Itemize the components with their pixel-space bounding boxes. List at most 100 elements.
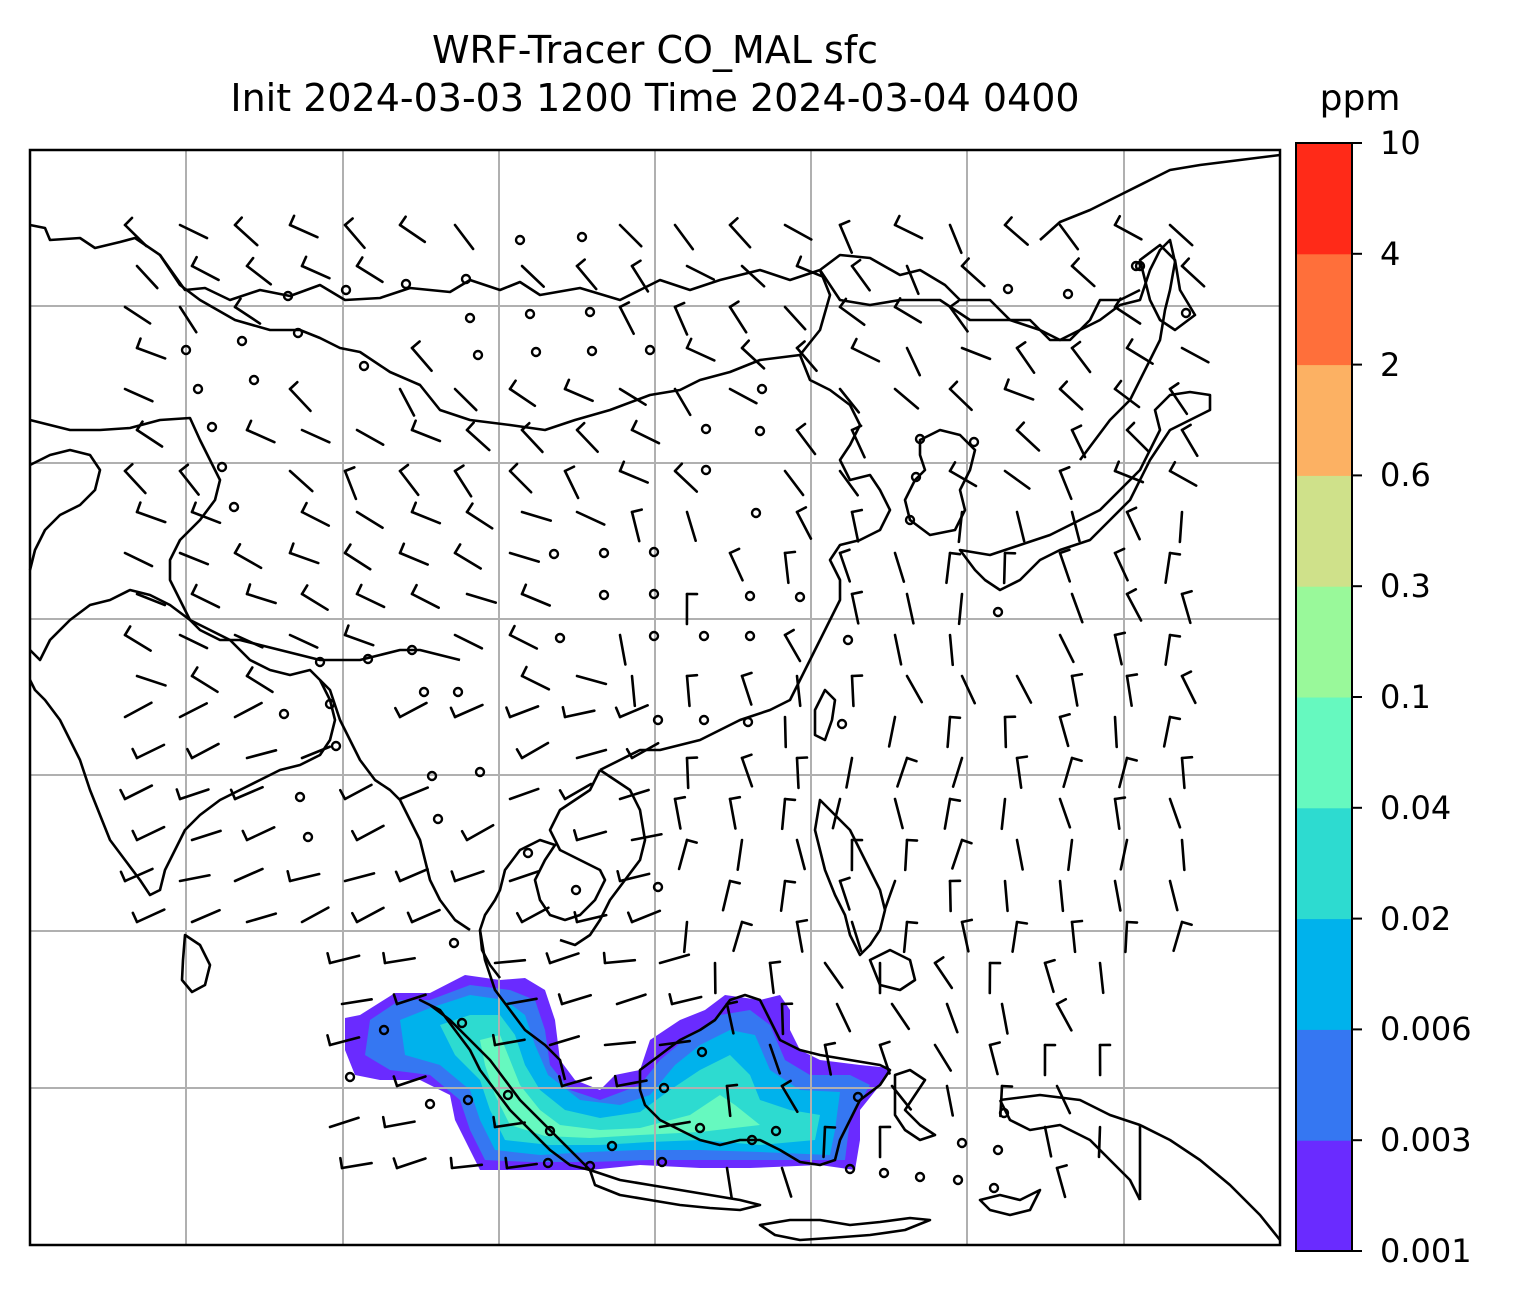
calm-wind-marker <box>742 716 754 728</box>
wind-barb-feather <box>728 300 740 309</box>
wind-barb-feather <box>135 420 144 432</box>
wind-barb-shaft <box>838 305 866 327</box>
colorbar <box>1295 142 1362 1252</box>
wind-barb-shaft <box>288 469 314 493</box>
wind-barb-shaft <box>453 469 473 498</box>
wind-barb-shaft <box>233 701 263 719</box>
wind-barb-shaft <box>795 346 818 373</box>
wind-barb-shaft <box>245 749 278 760</box>
wind-barb-feather <box>123 625 132 637</box>
wind-barb-shaft <box>946 715 952 749</box>
wind-barb-shaft <box>780 1084 799 1114</box>
wind-barb-shaft <box>838 551 852 583</box>
calm-wind-marker <box>530 346 542 358</box>
calm-wind-marker <box>424 1098 436 1110</box>
wind-barb-feather <box>618 301 631 309</box>
wind-barb-shaft <box>288 872 321 883</box>
wind-barb-shaft <box>845 756 854 789</box>
wind-barb-shaft <box>905 264 920 296</box>
wind-barb-feather <box>1180 755 1194 760</box>
wind-barb-feather <box>288 542 295 555</box>
coast-new-guinea <box>999 1093 1282 1241</box>
wind-barb-shaft <box>951 756 964 788</box>
wind-barb-shaft <box>768 961 775 995</box>
wind-barb-feather <box>326 1034 332 1047</box>
wind-barb-feather <box>190 583 198 596</box>
wind-barb-shaft <box>948 469 978 488</box>
wind-barb-shaft <box>1168 469 1198 487</box>
wind-barb-shaft <box>1125 592 1143 622</box>
wind-barb-shaft <box>563 709 596 719</box>
wind-barb-shaft <box>1113 715 1118 749</box>
wind-barb-feather <box>783 797 797 802</box>
wind-barb-shaft <box>410 428 442 443</box>
calm-wind-marker <box>904 514 916 526</box>
wind-barb-feather <box>392 1157 399 1170</box>
wind-barb-shaft <box>328 1036 361 1047</box>
calm-wind-marker <box>378 1024 390 1036</box>
wind-barb-shaft <box>960 920 970 953</box>
wind-barb-feather <box>905 756 918 763</box>
wind-barb-shaft <box>1015 510 1026 543</box>
wind-barb-feather <box>300 255 308 268</box>
wind-barb-shaft <box>395 1157 427 1170</box>
calm-wind-marker <box>988 1182 1000 1194</box>
wind-barb-feather <box>410 340 421 350</box>
wind-barb-shaft <box>780 1166 793 1198</box>
wind-barb-feather <box>382 951 387 965</box>
wind-barb-feather <box>492 1115 497 1129</box>
calm-wind-marker <box>554 632 566 644</box>
wind-barb-feather <box>573 910 579 924</box>
wind-barb-shaft <box>603 958 637 965</box>
calm-wind-marker <box>456 1017 468 1029</box>
wind-barb-feather <box>783 550 797 555</box>
wind-barb-shaft <box>1180 756 1186 790</box>
wind-barb-shaft <box>245 428 276 444</box>
wind-barb-shaft <box>1162 715 1172 748</box>
calm-wind-marker <box>448 937 460 949</box>
calm-wind-marker <box>750 507 762 519</box>
wind-barb-feather <box>740 339 751 350</box>
wind-barb-feather <box>780 1079 792 1088</box>
calm-wind-marker <box>216 461 228 473</box>
wind-barb-shaft <box>658 1120 691 1129</box>
colorbar-tick-label: 0.001 <box>1380 1232 1472 1270</box>
colorbar-tick-label: 4 <box>1380 234 1401 273</box>
wind-barb-shaft <box>783 223 813 241</box>
wind-barb-feather <box>630 259 642 268</box>
calm-wind-marker <box>302 831 314 843</box>
wind-barb-shaft <box>1070 592 1084 624</box>
wind-barb-shaft <box>878 1043 891 1075</box>
wind-barb-feather <box>1058 712 1071 719</box>
wind-barb-shaft <box>1125 346 1154 365</box>
wind-barb-shaft <box>563 782 593 801</box>
wind-barb-shaft <box>1113 223 1143 241</box>
wind-barb-feather <box>1015 920 1029 925</box>
wind-barb-feather <box>1058 380 1069 391</box>
wind-barb-shaft <box>740 674 753 706</box>
calm-wind-marker <box>952 1174 964 1186</box>
wind-barb-shaft <box>728 797 737 830</box>
wind-barb-shaft <box>673 223 695 251</box>
calm-wind-marker <box>502 1089 514 1101</box>
wind-barb-feather <box>933 956 945 965</box>
wind-barb-feather <box>343 466 356 473</box>
wind-barb-shaft <box>630 510 641 543</box>
calm-wind-marker <box>968 436 980 448</box>
wind-barb-feather <box>233 297 242 309</box>
coast-japan <box>958 390 1212 592</box>
wind-barb-shaft <box>1180 264 1206 288</box>
calm-wind-marker <box>474 766 486 778</box>
calm-wind-marker <box>586 345 598 357</box>
wind-barb-shaft <box>190 829 222 842</box>
calm-wind-marker <box>656 1156 668 1168</box>
wind-barb-shaft <box>563 387 594 403</box>
wind-barb-feather <box>685 337 693 350</box>
wind-barb-feather <box>131 747 139 760</box>
wind-barb-shaft <box>1118 756 1129 789</box>
calm-wind-marker <box>700 423 712 435</box>
wind-barb-shaft <box>1168 797 1182 829</box>
wind-barb-shaft <box>945 1002 959 1034</box>
wind-barb-shaft <box>493 1121 526 1129</box>
